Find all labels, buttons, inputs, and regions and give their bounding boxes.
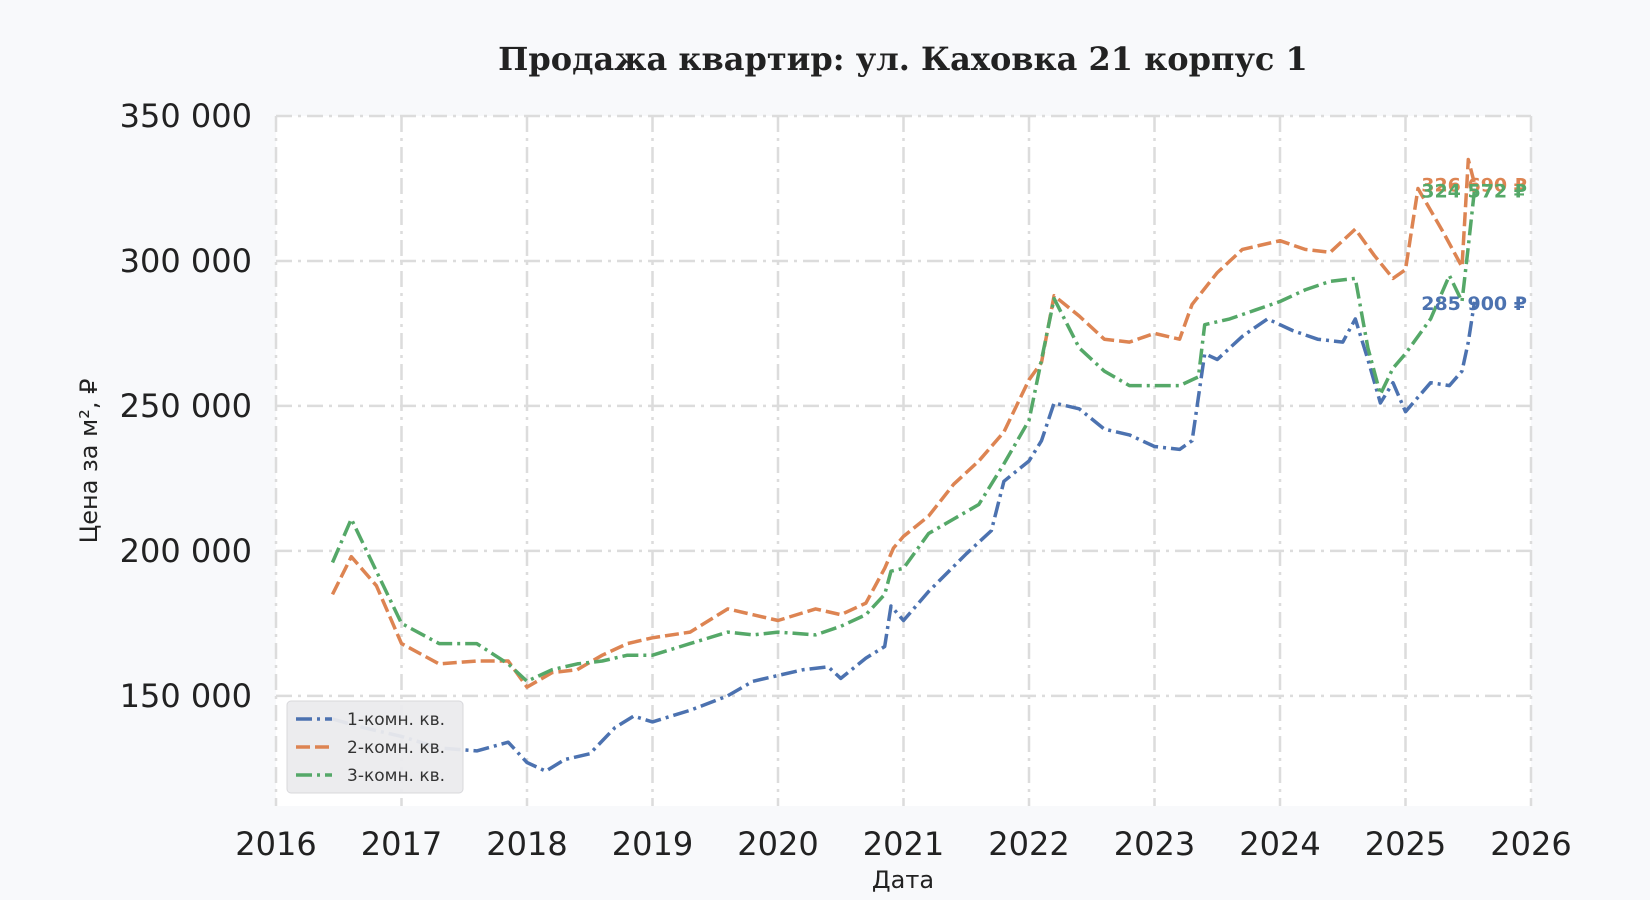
y-tick-label-150000: 150 000 [120,677,252,715]
x-tick-label-2025: 2025 [1365,825,1446,863]
x-tick-label-2017: 2017 [361,825,442,863]
x-tick-label-2020: 2020 [737,825,818,863]
x-tick-label-2019: 2019 [612,825,693,863]
y-tick-label-250000: 250 000 [120,387,252,425]
legend-label-3: 3-комн. кв. [347,766,445,786]
end-label-3: 324 572 ₽ [1421,181,1527,203]
y-axis-label: Цена за м², ₽ [75,379,103,544]
end-label-1: 285 900 ₽ [1421,293,1527,315]
y-tick-label-200000: 200 000 [120,532,252,570]
x-tick-label-2023: 2023 [1114,825,1195,863]
y-tick-label-350000: 350 000 [120,97,252,135]
x-tick-label-2026: 2026 [1490,825,1571,863]
x-tick-label-2021: 2021 [863,825,944,863]
legend-box [286,700,464,794]
y-tick-label-300000: 300 000 [120,242,252,280]
legend: 1-комн. кв. 2-комн. кв. 3-комн. кв. [286,700,464,794]
series-line-2 [330,157,1477,689]
x-tick-label-2022: 2022 [988,825,1069,863]
legend-label-2: 2-комн. кв. [347,738,445,758]
x-tick-label-2016: 2016 [235,825,316,863]
x-tick-label-2018: 2018 [486,825,567,863]
legend-label-1: 1-комн. кв. [347,710,445,730]
axis-ticks: 2016 2017 2018 2019 2020 2021 2022 2023 2024 2025… [120,97,1572,863]
x-axis-label: Дата [872,866,934,894]
end-label-2: 326 690 ₽ [1421,175,1527,197]
chart-title: Продажа квартир: ул. Каховка 21 корпус 1 [498,40,1308,78]
series-line-3 [330,189,1477,684]
series-lines [330,157,1477,773]
end-labels: 285 900 ₽ 326 690 ₽324 572 ₽ [1421,175,1527,315]
series-line-1 [332,301,1477,773]
grid [274,114,1533,806]
x-tick-label-2024: 2024 [1239,825,1320,863]
